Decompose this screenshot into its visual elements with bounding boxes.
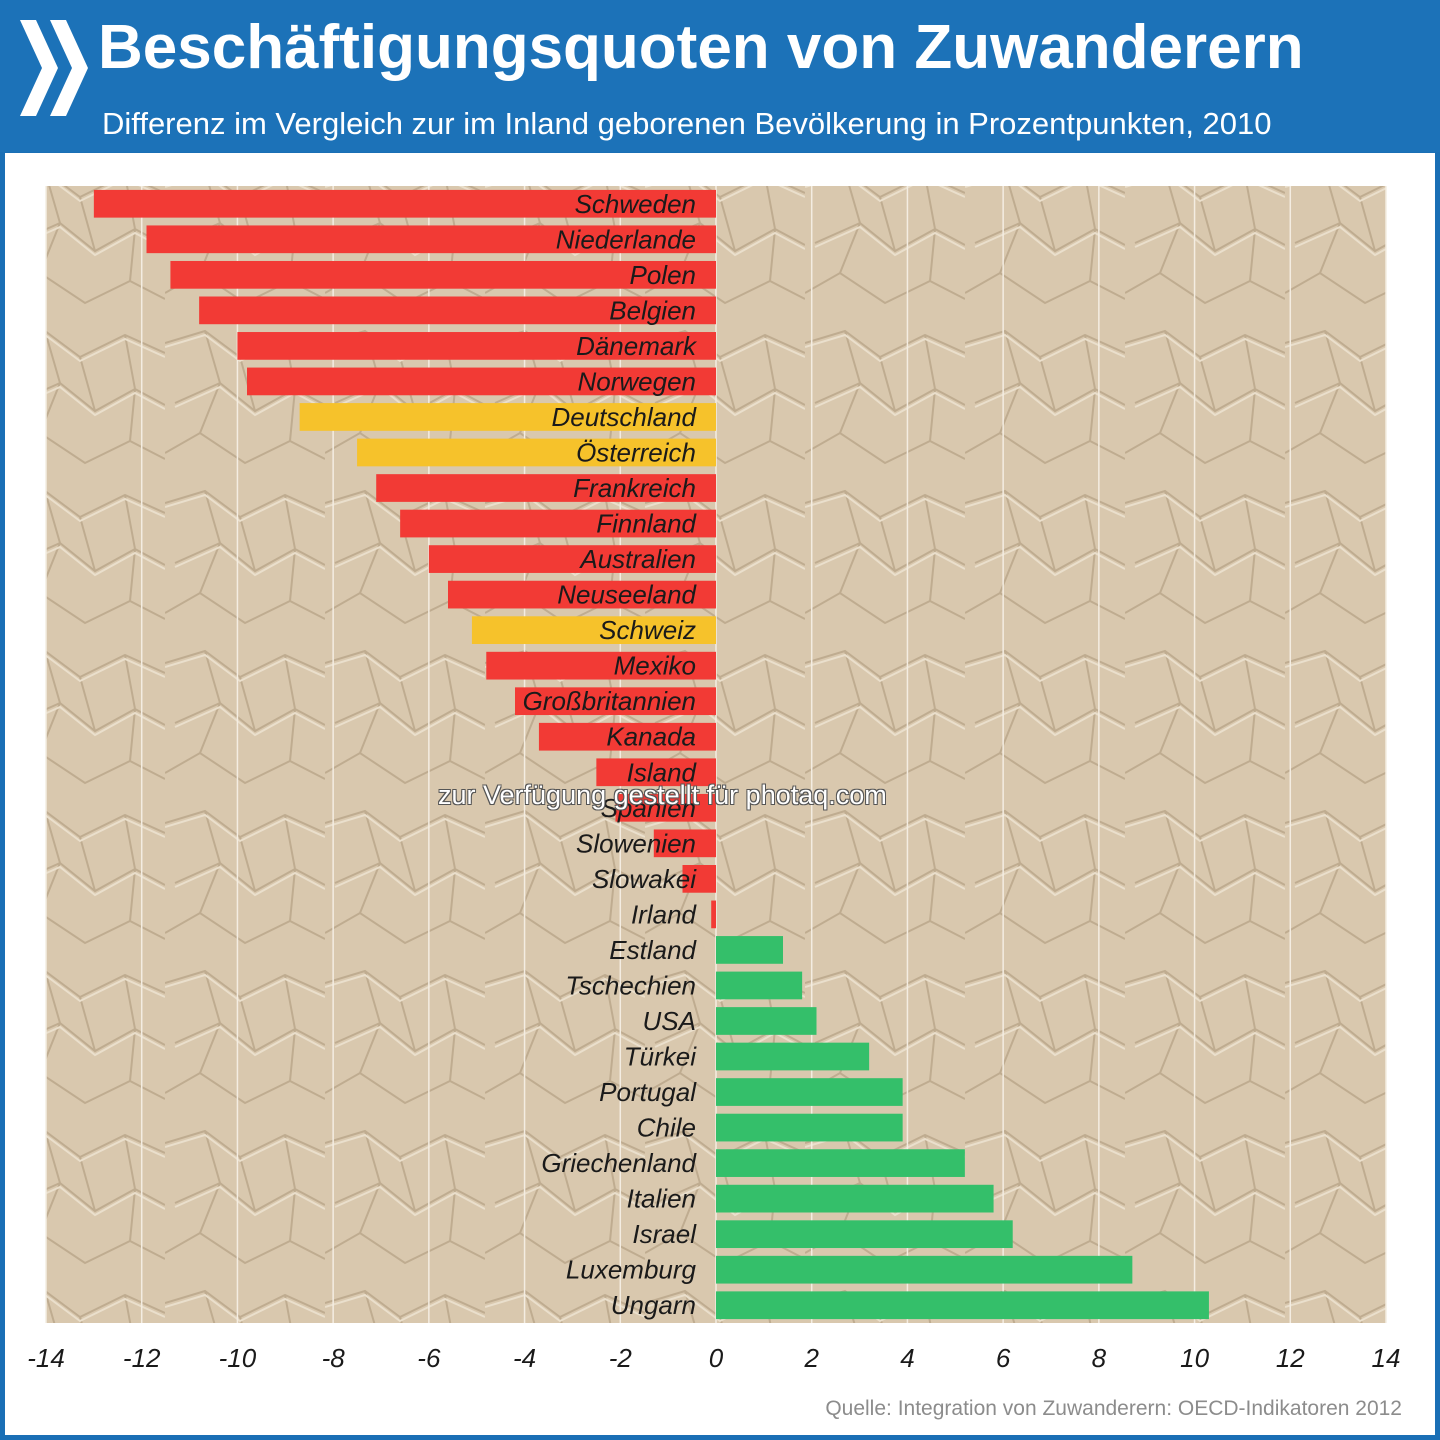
bar-1 <box>146 225 716 254</box>
x-tick-label-7: 0 <box>709 1343 724 1373</box>
chart-title: Beschäftigungsquoten von Zuwanderern <box>98 13 1304 82</box>
x-tick-label-6: -2 <box>609 1343 633 1373</box>
bar-0 <box>93 189 717 218</box>
x-tick-label-12: 10 <box>1180 1343 1209 1373</box>
bar-20 <box>711 900 716 929</box>
x-tick-label-5: -4 <box>513 1343 536 1373</box>
x-tick-label-3: -8 <box>322 1343 346 1373</box>
x-axis-ticks: -14 -12 -10 -8 -6 -4 -2 0 2 4 6 8 10 12 14 <box>27 1343 1400 1373</box>
bar-21 <box>716 936 783 964</box>
bar-31 <box>716 1291 1209 1320</box>
bar-10 <box>428 545 716 573</box>
x-tick-label-4: -6 <box>417 1343 441 1373</box>
source-note: Quelle: Integration von Zuwanderern: OEC… <box>825 1397 1402 1420</box>
category-label-26: Chile <box>637 1113 696 1143</box>
x-tick-label-1: -12 <box>123 1343 161 1373</box>
bars <box>93 189 1209 1320</box>
bar-19 <box>682 865 716 893</box>
bar-8 <box>376 474 716 502</box>
category-label-14: Großbritannien <box>523 686 696 716</box>
bar-2 <box>170 260 716 289</box>
bar-7 <box>357 438 716 467</box>
category-label-31: Ungarn <box>611 1290 696 1320</box>
category-label-15: Kanada <box>606 722 696 752</box>
oecd-chevron-logo-icon <box>20 20 88 116</box>
bar-27 <box>716 1149 965 1177</box>
bar-9 <box>400 509 716 538</box>
bar-28 <box>716 1184 994 1213</box>
bar-29 <box>716 1220 1013 1249</box>
category-labels: Schweden Niederlande Polen Belgien Dänemark N… <box>523 189 698 1320</box>
x-tick-label-10: 6 <box>996 1343 1011 1373</box>
bar-30 <box>716 1255 1133 1284</box>
x-tick-label-0: -14 <box>27 1343 65 1373</box>
category-label-7: Österreich <box>576 437 696 467</box>
category-label-1: Niederlande <box>556 224 696 254</box>
bar-chart: Schweden Niederlande Polen Belgien Dänemark N… <box>27 186 1400 1373</box>
header: Beschäftigungsquoten von Zuwanderern Dif… <box>0 0 1440 152</box>
category-label-4: Dänemark <box>576 331 698 361</box>
category-label-5: Norwegen <box>577 366 696 396</box>
category-label-0: Schweden <box>575 189 696 219</box>
x-tick-label-9: 4 <box>900 1343 914 1373</box>
bar-15 <box>538 722 716 751</box>
category-label-9: Finnland <box>596 509 697 539</box>
bar-26 <box>716 1113 903 1142</box>
bar-12 <box>471 616 716 644</box>
x-tick-label-13: 12 <box>1276 1343 1305 1373</box>
category-label-28: Italien <box>627 1184 696 1214</box>
category-label-8: Frankreich <box>573 473 696 503</box>
watermark: zur Verfügung gestellt für photaq.com <box>438 780 887 810</box>
bar-17 <box>615 793 716 822</box>
category-label-29: Israel <box>632 1219 697 1249</box>
x-tick-label-14: 14 <box>1372 1343 1401 1373</box>
x-tick-label-2: -10 <box>219 1343 257 1373</box>
category-label-10: Australien <box>578 544 696 574</box>
bar-22 <box>716 971 803 1000</box>
bar-16 <box>596 758 716 787</box>
category-label-11: Neuseeland <box>557 580 697 610</box>
chart-panel: Schweden Niederlande Polen Belgien Dänemark N… <box>5 153 1435 1435</box>
bar-13 <box>486 651 716 680</box>
x-tick-label-8: 2 <box>803 1343 819 1373</box>
bar-6 <box>299 403 716 431</box>
category-label-21: Estland <box>609 935 697 965</box>
category-label-17: Spanien <box>601 793 696 823</box>
bar-4 <box>237 332 716 360</box>
category-label-13: Mexiko <box>614 651 696 681</box>
bar-14 <box>515 687 716 716</box>
chart-subtitle: Differenz im Vergleich zur im Inland geb… <box>102 106 1272 141</box>
category-label-22: Tschechien <box>565 970 696 1000</box>
category-label-12: Schweiz <box>599 615 696 645</box>
category-label-6: Deutschland <box>551 402 697 432</box>
bar-5 <box>247 367 716 396</box>
category-label-20: Irland <box>631 899 698 929</box>
category-label-18: Slowenien <box>576 828 696 858</box>
category-label-24: Türkei <box>624 1042 697 1072</box>
category-label-23: USA <box>643 1006 696 1036</box>
bar-23 <box>716 1007 817 1035</box>
category-label-30: Luxemburg <box>566 1255 697 1285</box>
bar-24 <box>716 1042 870 1071</box>
x-tick-label-11: 8 <box>1092 1343 1107 1373</box>
category-label-16: Island <box>627 757 698 787</box>
bar-3 <box>199 296 717 325</box>
bar-25 <box>716 1078 903 1106</box>
category-label-27: Griechenland <box>541 1148 697 1178</box>
bar-11 <box>448 580 716 609</box>
category-label-3: Belgien <box>609 295 696 325</box>
category-label-19: Slowakei <box>592 864 697 894</box>
category-label-2: Polen <box>630 260 697 290</box>
category-label-25: Portugal <box>599 1077 697 1107</box>
bar-18 <box>653 829 716 858</box>
